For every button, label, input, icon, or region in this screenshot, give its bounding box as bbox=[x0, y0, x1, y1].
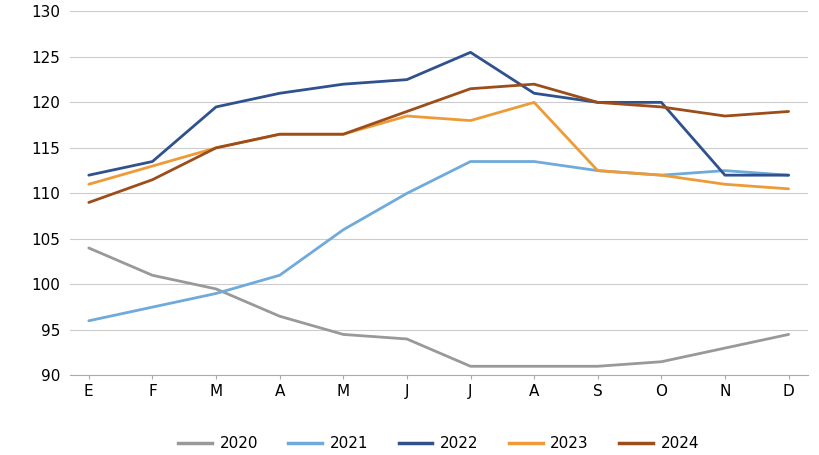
2020 bbox=[84, 245, 93, 251]
2023 bbox=[465, 118, 475, 123]
2020 bbox=[592, 364, 602, 369]
2024 bbox=[783, 109, 793, 114]
2020 bbox=[401, 336, 411, 342]
Line: 2021: 2021 bbox=[88, 162, 788, 321]
2020 bbox=[719, 345, 729, 351]
2023 bbox=[274, 131, 284, 137]
2021 bbox=[528, 159, 538, 164]
2020 bbox=[465, 364, 475, 369]
2024 bbox=[147, 177, 157, 182]
2022 bbox=[401, 77, 411, 82]
2022 bbox=[338, 81, 348, 87]
2022 bbox=[592, 100, 602, 105]
2021 bbox=[210, 291, 220, 296]
2021 bbox=[783, 172, 793, 178]
2021 bbox=[84, 318, 93, 324]
2020 bbox=[147, 273, 157, 278]
2022 bbox=[465, 50, 475, 55]
2022 bbox=[147, 159, 157, 164]
2020 bbox=[338, 332, 348, 337]
Line: 2024: 2024 bbox=[88, 84, 788, 202]
Line: 2023: 2023 bbox=[88, 102, 788, 189]
2023 bbox=[783, 186, 793, 192]
2024 bbox=[210, 145, 220, 151]
2021 bbox=[592, 168, 602, 173]
2023 bbox=[719, 182, 729, 187]
2021 bbox=[147, 304, 157, 310]
2022 bbox=[656, 100, 666, 105]
2024 bbox=[528, 81, 538, 87]
2024 bbox=[719, 113, 729, 119]
2022 bbox=[783, 172, 793, 178]
2023 bbox=[84, 182, 93, 187]
2021 bbox=[338, 227, 348, 233]
2023 bbox=[592, 168, 602, 173]
2024 bbox=[465, 86, 475, 91]
2022 bbox=[274, 91, 284, 96]
2020 bbox=[210, 286, 220, 292]
2021 bbox=[274, 273, 284, 278]
2022 bbox=[210, 104, 220, 110]
2022 bbox=[84, 172, 93, 178]
2021 bbox=[656, 172, 666, 178]
2023 bbox=[338, 131, 348, 137]
2021 bbox=[401, 191, 411, 196]
2024 bbox=[274, 131, 284, 137]
2024 bbox=[401, 109, 411, 114]
2020 bbox=[528, 364, 538, 369]
2023 bbox=[147, 163, 157, 169]
2023 bbox=[656, 172, 666, 178]
2020 bbox=[274, 313, 284, 319]
2022 bbox=[528, 91, 538, 96]
2023 bbox=[401, 113, 411, 119]
2024 bbox=[338, 131, 348, 137]
2020 bbox=[656, 359, 666, 364]
2020 bbox=[783, 332, 793, 337]
2021 bbox=[719, 168, 729, 173]
Legend: 2020, 2021, 2022, 2023, 2024: 2020, 2021, 2022, 2023, 2024 bbox=[172, 430, 704, 455]
2024 bbox=[656, 104, 666, 110]
2024 bbox=[84, 200, 93, 205]
2024 bbox=[592, 100, 602, 105]
2021 bbox=[465, 159, 475, 164]
Line: 2022: 2022 bbox=[88, 52, 788, 175]
2023 bbox=[528, 100, 538, 105]
2023 bbox=[210, 145, 220, 151]
2022 bbox=[719, 172, 729, 178]
Line: 2020: 2020 bbox=[88, 248, 788, 366]
